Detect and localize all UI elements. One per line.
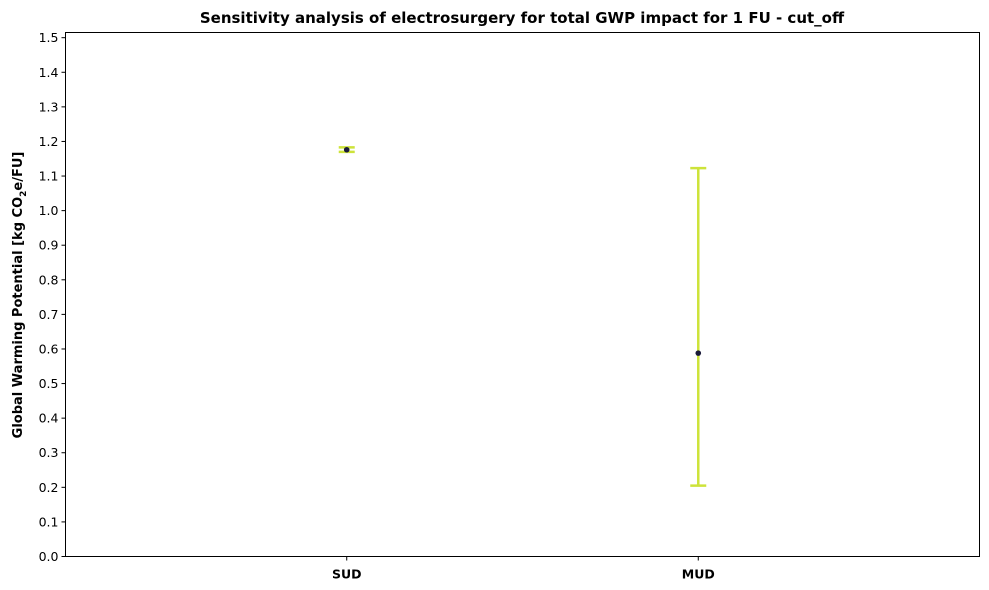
y-tick-label: 0.1	[39, 514, 59, 529]
y-tick-label: 0.9	[39, 238, 59, 253]
y-tick-label: 0.5	[39, 376, 59, 391]
y-axis-label-subscript: 2	[19, 191, 29, 197]
y-tick-label: 1.4	[39, 65, 59, 80]
y-tick-label: 0.2	[39, 480, 59, 495]
y-tick-label: 1.2	[39, 134, 59, 149]
y-tick-label: 0.7	[39, 307, 59, 322]
y-tick-label: 1.1	[39, 169, 59, 184]
y-tick-label: 0.3	[39, 445, 59, 460]
x-tick-label-mud: MUD	[682, 567, 715, 582]
data-point-mud	[695, 350, 702, 356]
y-tick-label: 0.6	[39, 341, 59, 356]
y-tick-label: 1.0	[39, 203, 59, 218]
y-tick-label: 0.4	[39, 411, 59, 426]
y-axis-label: Global Warming Potential [kg CO2e/FU]	[11, 152, 29, 439]
y-axis-label-unit: e/FU]	[11, 152, 26, 191]
y-axis-label-main: Global Warming Potential [kg CO	[11, 197, 26, 438]
data-point-sud	[343, 146, 350, 153]
y-axis: 0.0 0.1 0.2 0.3 0.4 0.5 0.6 0.7 0.8 0.9 1.0 1.1 1.2 1…	[39, 30, 66, 564]
data-marks	[338, 146, 707, 487]
y-tick-label: 0.0	[39, 549, 59, 564]
chart-title: Sensitivity analysis of electrosurgery f…	[200, 9, 845, 27]
plot-area	[65, 32, 980, 557]
y-tick-label: 1.3	[39, 99, 59, 114]
y-tick-label: 0.8	[39, 272, 59, 287]
x-axis: SUD MUD	[332, 556, 715, 582]
x-tick-label-sud: SUD	[332, 567, 362, 582]
y-tick-label: 1.5	[39, 30, 59, 45]
